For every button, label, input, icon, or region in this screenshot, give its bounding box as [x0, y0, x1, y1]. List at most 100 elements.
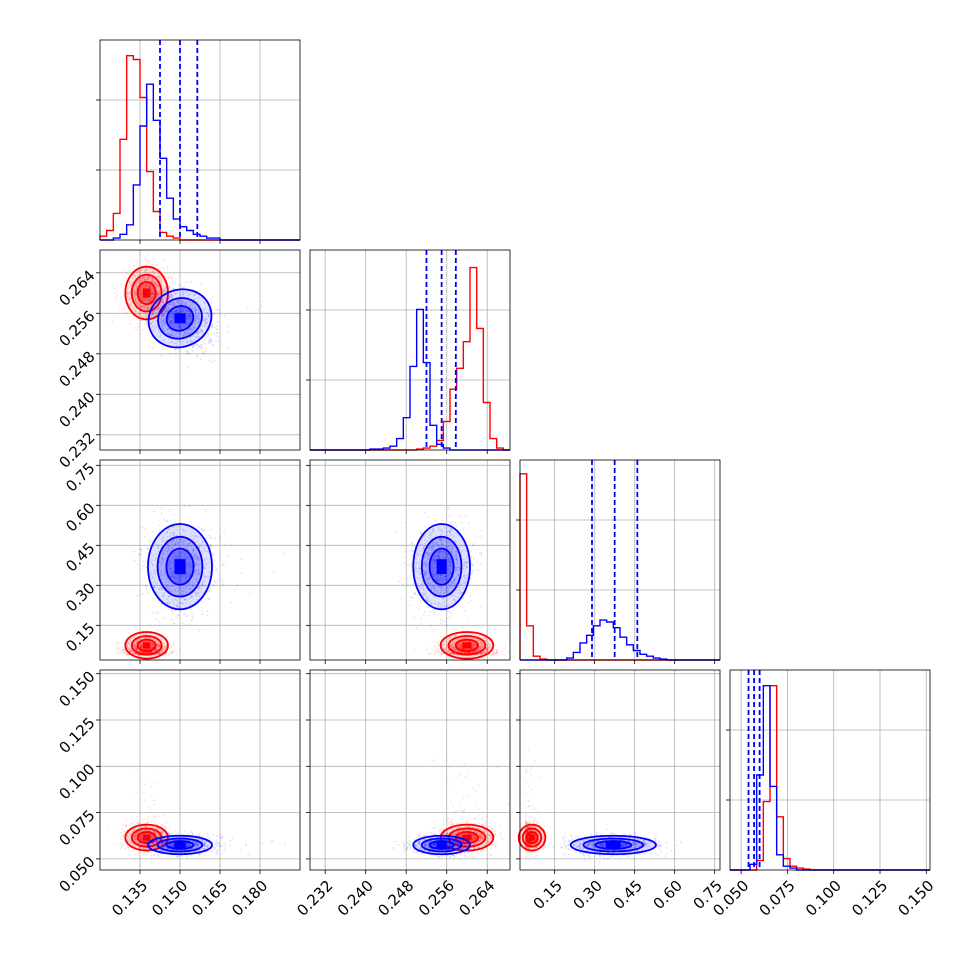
sample-point-0	[155, 283, 157, 286]
sample-point-0	[147, 261, 150, 264]
sample-point-1	[208, 598, 211, 601]
sample-point-0	[146, 285, 149, 287]
sample-point-1	[200, 344, 203, 347]
sample-point-1	[185, 350, 188, 353]
sample-point-1	[136, 563, 139, 565]
sample-point-1	[216, 568, 218, 570]
sample-point-0	[166, 266, 169, 269]
sample-point-0	[166, 636, 169, 638]
sample-point-0	[162, 278, 164, 281]
sample-point-0	[135, 289, 138, 292]
sample-point-0	[145, 283, 148, 286]
sample-point-0	[155, 284, 158, 287]
sample-point-0	[157, 296, 159, 299]
sample-point-1	[210, 529, 213, 531]
sample-point-1	[217, 336, 220, 339]
sample-point-0	[149, 284, 152, 287]
sample-point-0	[114, 292, 116, 294]
sample-point-1	[273, 570, 275, 573]
sample-point-0	[140, 289, 142, 292]
sample-point-0	[148, 270, 151, 273]
sample-point-0	[146, 261, 148, 263]
sample-point-1	[155, 282, 157, 285]
sample-point-1	[209, 301, 212, 304]
sample-point-1	[446, 624, 449, 626]
sample-point-0	[139, 273, 142, 275]
sample-point-0	[141, 290, 143, 293]
panel-2-0	[96, 459, 301, 664]
sample-point-1	[144, 286, 147, 289]
sample-point-0	[156, 293, 159, 295]
sample-point-1	[196, 343, 198, 346]
sample-point-0	[156, 264, 159, 266]
sample-point-1	[428, 614, 431, 617]
sample-point-0	[117, 653, 120, 655]
sample-point-1	[148, 539, 151, 542]
sample-point-0	[142, 314, 145, 316]
sample-point-1	[212, 333, 215, 336]
sample-point-1	[203, 529, 206, 532]
sample-point-1	[147, 307, 150, 310]
sample-point-0	[163, 287, 166, 290]
sample-point-1	[209, 543, 212, 546]
sample-point-1	[192, 346, 194, 348]
sample-point-0	[158, 291, 161, 293]
sample-point-0	[154, 282, 157, 285]
sample-point-1	[445, 617, 447, 620]
sample-point-1	[174, 353, 177, 355]
sample-point-1	[230, 601, 233, 604]
sample-point-1	[155, 296, 158, 299]
sample-point-0	[157, 310, 160, 313]
sample-point-1	[202, 352, 205, 354]
sample-point-1	[142, 564, 145, 567]
sample-point-0	[148, 286, 151, 289]
sample-point-1	[148, 299, 151, 302]
sample-point-1	[225, 561, 227, 564]
sample-point-0	[139, 291, 141, 293]
sample-point-0	[143, 298, 145, 301]
sample-point-0	[139, 293, 142, 296]
sample-point-1	[454, 521, 457, 524]
sample-point-1	[477, 569, 480, 572]
sample-point-1	[140, 553, 143, 556]
sample-point-1	[217, 573, 219, 575]
sample-point-0	[175, 301, 178, 304]
sample-point-1	[154, 618, 157, 621]
sample-point-1	[186, 366, 189, 369]
sample-point-0	[156, 292, 159, 295]
sample-point-1	[218, 308, 220, 311]
sample-point-0	[144, 285, 147, 288]
sample-point-1	[156, 276, 159, 279]
sample-point-0	[140, 298, 143, 300]
sample-point-0	[146, 254, 149, 257]
sample-point-0	[146, 297, 149, 300]
panels	[96, 39, 931, 874]
sample-point-1	[160, 506, 163, 509]
sample-point-0	[503, 647, 505, 650]
sample-point-1	[212, 344, 214, 347]
sample-point-0	[426, 648, 429, 651]
sample-point-1	[169, 353, 172, 355]
sample-point-0	[152, 281, 155, 284]
sample-point-1	[208, 534, 211, 537]
sample-point-0	[142, 276, 145, 279]
sample-point-0	[116, 650, 118, 653]
sample-point-0	[140, 320, 143, 322]
density-peak-0	[142, 642, 151, 649]
sample-point-0	[136, 270, 139, 273]
sample-point-1	[227, 325, 230, 328]
sample-point-0	[135, 301, 138, 304]
sample-point-1	[215, 335, 218, 337]
sample-point-1	[246, 307, 249, 310]
sample-point-1	[469, 550, 472, 552]
sample-point-0	[124, 269, 126, 272]
sample-point-1	[190, 619, 193, 622]
sample-point-0	[150, 292, 153, 294]
sample-point-0	[170, 646, 173, 648]
sample-point-0	[113, 287, 116, 290]
sample-point-0	[170, 648, 173, 650]
sample-point-1	[150, 343, 153, 345]
sample-point-1	[153, 611, 156, 614]
sample-point-1	[219, 311, 221, 314]
sample-point-0	[167, 305, 170, 308]
